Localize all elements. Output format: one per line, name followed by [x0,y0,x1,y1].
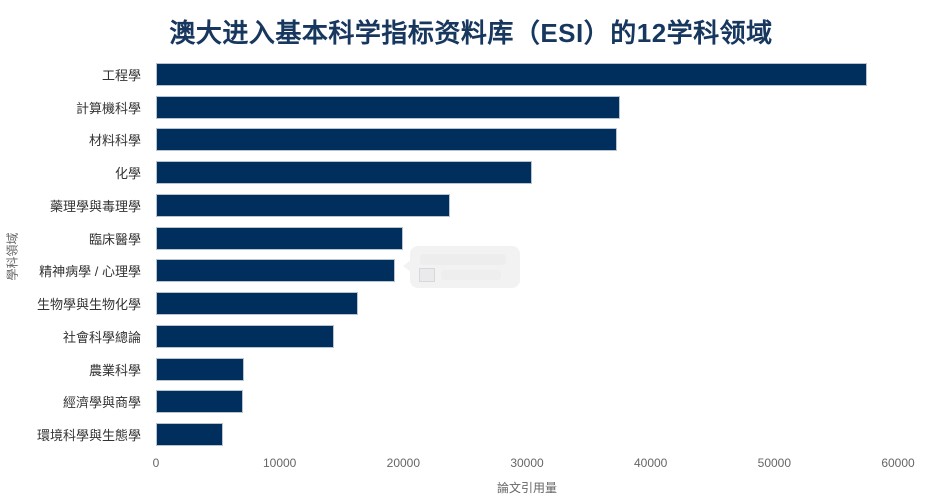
x-tick-label: 50000 [757,456,792,470]
x-tick-label: 0 [152,456,160,470]
bar-0[interactable] [156,62,868,86]
bar-track [156,58,898,91]
category-label: 臨床醫學 [88,231,141,247]
bar-7[interactable] [156,292,358,316]
bar-4[interactable] [156,193,451,217]
bar-2[interactable] [156,128,618,152]
category-label: 工程學 [101,67,141,83]
bar-6[interactable] [156,259,395,283]
chart-row: 精神病學 / 心理學 [0,255,898,288]
chart-row: 生物學與生物化學 [0,287,898,320]
chart-title: 澳大进入基本科学指标资料库（ESI）的12学科领域 [169,18,773,48]
tooltip-ghost-text [420,254,506,265]
bar-track [156,222,898,255]
x-tick-label: 60000 [881,456,915,470]
bar-11[interactable] [156,423,223,447]
bar-3[interactable] [156,161,532,185]
tooltip-caret-icon [403,260,411,272]
x-axis: 0 10000 20000 30000 40000 50000 60000 [152,456,915,472]
category-label: 環境科學與生態學 [36,428,141,444]
bar-track [156,156,898,189]
x-tick-label: 20000 [386,456,421,470]
x-axis-title: 論文引用量 [496,481,557,495]
bar-track [156,287,898,320]
chart-row: 農業科學 [0,353,898,386]
chart-row: 藥理學與毒理學 [0,189,898,222]
bar-track [156,418,898,451]
bar-9[interactable] [156,357,244,381]
x-tick-label: 10000 [262,456,297,470]
chart-row: 化學 [0,156,898,189]
chart-row: 工程學 [0,58,898,91]
chart-row: 臨床醫學 [0,222,898,255]
bar-1[interactable] [156,95,620,119]
bar-track [156,91,898,124]
bar-10[interactable] [156,390,243,414]
chart-row: 環境科學與生態學 [0,418,898,451]
chart-row: 社會科學總論 [0,320,898,353]
chart-tooltip [403,246,520,288]
x-tick-label: 30000 [510,456,544,470]
category-label: 精神病學 / 心理學 [39,264,141,280]
category-label: 經濟學與商學 [62,395,141,411]
bar-track [156,124,898,157]
bar-track [156,189,898,222]
bar-5[interactable] [156,226,404,250]
bar-8[interactable] [156,324,335,348]
category-label: 農業科學 [88,362,141,378]
category-label: 藥理學與毒理學 [49,198,141,214]
bar-track [156,255,898,288]
tooltip-series-swatch-icon [419,268,435,282]
plot-area: 工程學計算機科學材料科學化學藥理學與毒理學臨床醫學精神病學 / 心理學 生物學與生… [0,58,898,451]
category-label: 社會科學總論 [62,329,141,345]
x-tick-label: 40000 [633,456,668,470]
chart-row: 經濟學與商學 [0,386,898,419]
category-label: 計算機科學 [75,100,141,116]
category-label: 生物學與生物化學 [36,297,141,313]
tooltip-ghost-value [441,270,501,280]
chart-row: 材料科學 [0,124,898,157]
category-label: 化學 [114,166,141,182]
bar-track [156,353,898,386]
category-label: 材料科學 [88,133,141,149]
bar-track [156,320,898,353]
chart-row: 計算機科學 [0,91,898,124]
bar-track [156,386,898,419]
